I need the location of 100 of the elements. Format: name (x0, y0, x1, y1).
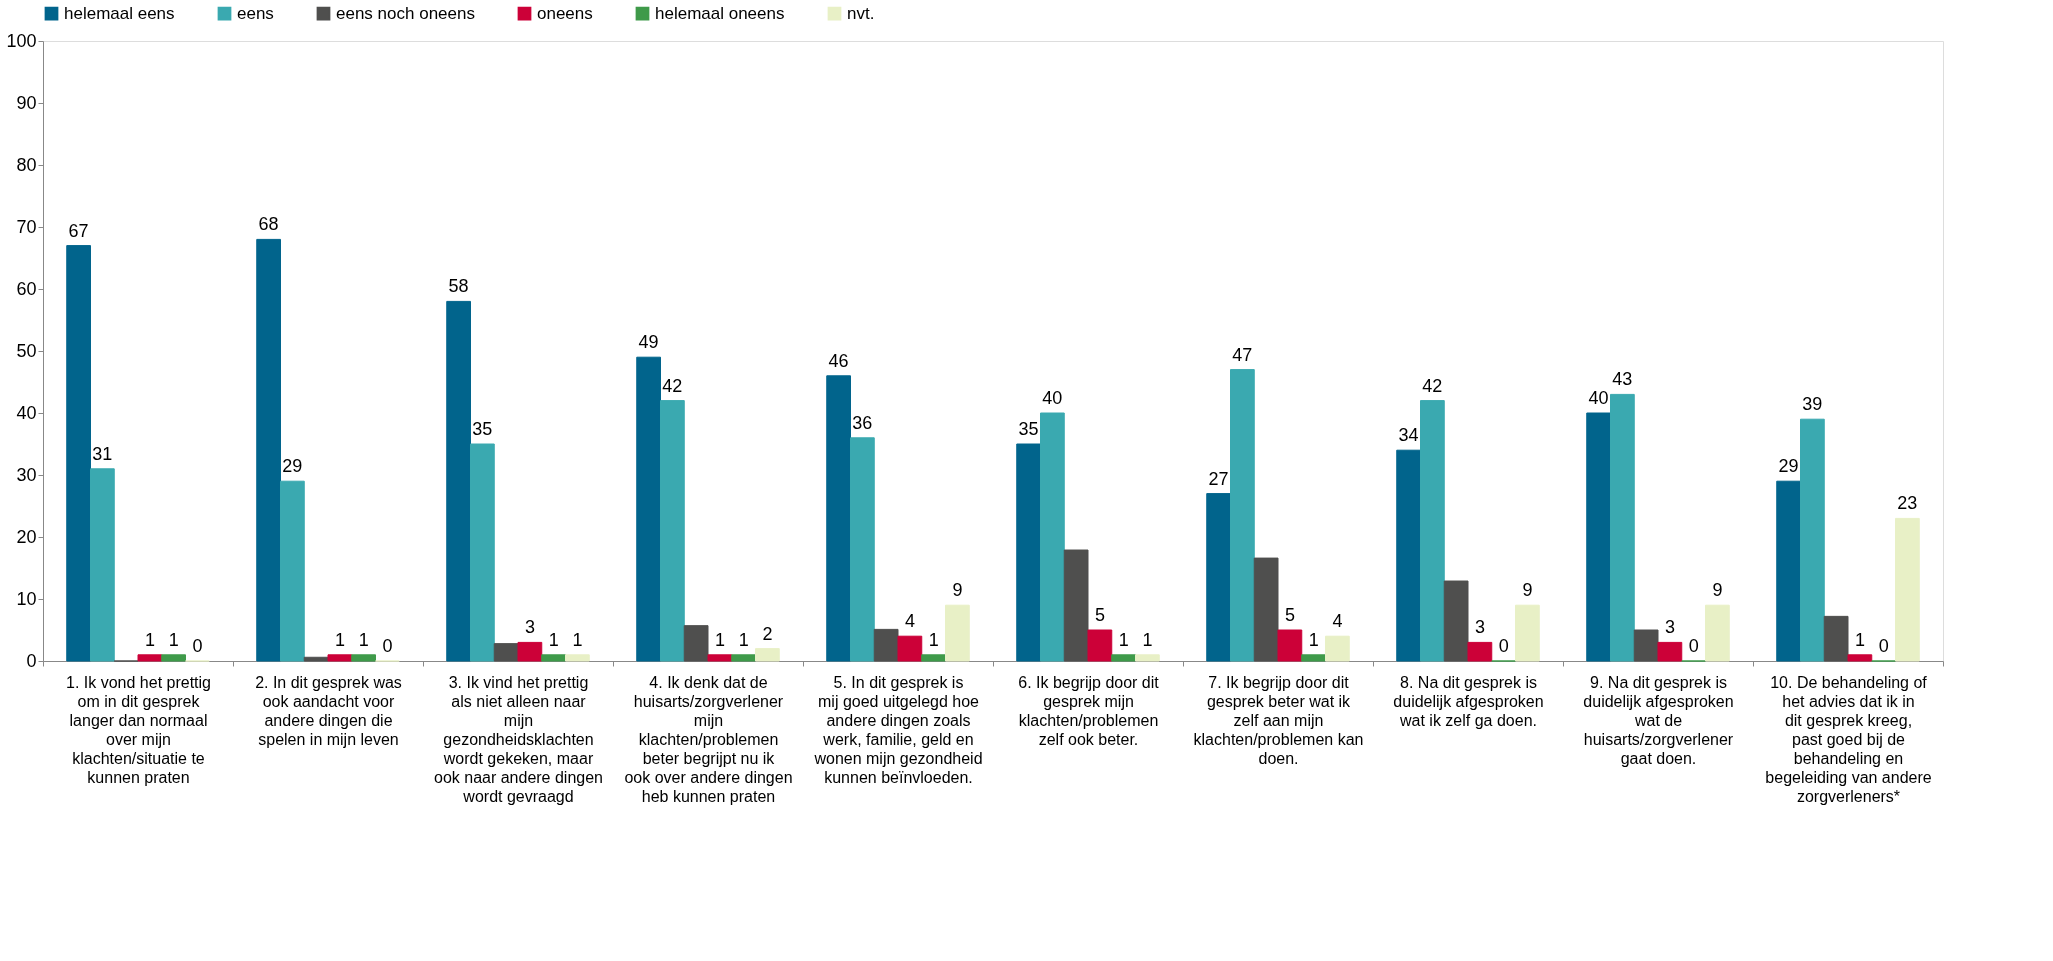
bar (1253, 557, 1279, 662)
data-label: 23 (1897, 493, 1918, 514)
bar (1135, 654, 1160, 662)
bar (1847, 654, 1873, 662)
bar (1301, 654, 1326, 662)
data-label: 1 (168, 629, 179, 650)
data-label: 0 (1688, 636, 1699, 656)
x-tick-label: 4. Ik denk dat de huisarts/zorgverlener mijn klachten/problemen beter begrijpt nu ik ook over andere dingen heb kunnen praten (624, 673, 793, 805)
legend-label: helemaal oneens (655, 3, 785, 23)
bar (470, 443, 495, 662)
data-label: 47 (1232, 344, 1253, 365)
legend-label: eens noch oneens (336, 3, 475, 23)
bar (446, 300, 471, 662)
bar (897, 635, 923, 662)
bar (1277, 629, 1303, 662)
bar (707, 654, 733, 662)
bar (683, 625, 709, 662)
bar (1206, 493, 1231, 662)
y-tick-label: 90 (16, 92, 37, 113)
bar (755, 648, 780, 662)
bar (1087, 629, 1113, 662)
x-tick-label: 5. In dit gesprek is mij goed uitgelegd hoe andere dingen zoals werk, familie, geld en wonen mijn gezondheid kunnen beïnvloeden. (813, 673, 983, 786)
x-tick-label: 1. Ik vond het prettig om in dit gesprek langer dan normaal over mijn klachten/situatie te kunnen praten (66, 673, 211, 786)
data-label: 4 (1332, 611, 1343, 632)
data-label: 1 (928, 629, 939, 650)
data-label: 1 (572, 629, 583, 650)
y-tick-label: 0 (26, 650, 37, 671)
data-label: 1 (144, 629, 155, 650)
data-label: 35 (1018, 419, 1039, 439)
bar (826, 375, 851, 662)
bar (517, 641, 543, 662)
bar (1016, 443, 1041, 662)
legend-label: oneens (537, 3, 593, 23)
bar (1325, 635, 1350, 662)
bar (1800, 418, 1825, 662)
x-tick-label: 3. Ik vind het prettig als niet alleen naar mijn gezondheidsklachten wordt gekeken, maar ook naar andere dingen wordt gevraagd (433, 673, 604, 805)
data-label: 4 (904, 611, 915, 632)
bar (66, 245, 91, 662)
data-label: 43 (1612, 369, 1633, 390)
data-label: 0 (1878, 636, 1889, 656)
data-label: 2 (762, 623, 773, 644)
bar (1657, 641, 1683, 662)
data-label: 3 (524, 617, 535, 638)
data-label: 5 (1094, 605, 1105, 625)
data-label: 40 (1042, 388, 1063, 408)
legend-label: eens (237, 3, 274, 23)
y-tick-label: 30 (16, 464, 37, 485)
bar (90, 468, 115, 662)
bar (1111, 654, 1136, 662)
x-tick-label: 7. Ik begrijp door dit gesprek beter wat ik zelf aan mijn klachten/problemen kan doen. (1193, 673, 1364, 767)
data-label: 68 (258, 214, 279, 235)
y-tick-label: 20 (16, 526, 37, 547)
bar (850, 437, 875, 662)
data-label: 67 (68, 220, 89, 241)
y-tick-label: 10 (16, 588, 37, 609)
x-tick-label: 6. Ik begrijp door dit gesprek mijn klachten/problemen zelf ook beter. (1018, 673, 1160, 748)
data-label: 31 (92, 443, 113, 464)
bar (1633, 629, 1659, 662)
data-label: 27 (1208, 468, 1229, 489)
data-label: 42 (1422, 375, 1443, 396)
x-tick-label: 10. De behandeling of het advies dat ik in dit gesprek kreeg, past goed bij de behandeling en begeleiding van andere zorgverleners* (1765, 673, 1932, 805)
y-tick-label: 100 (6, 30, 37, 51)
bar (351, 654, 376, 662)
legend-label: helemaal eens (64, 3, 175, 23)
data-label: 9 (1522, 580, 1533, 601)
bar (945, 604, 970, 662)
data-label: 46 (828, 350, 849, 371)
data-label: 1 (548, 629, 559, 650)
data-label: 42 (662, 375, 683, 396)
x-tick-label: 9. Na dit gesprek is duidelijk afgesproken wat de huisarts/zorgverlener gaat doen. (1583, 673, 1734, 767)
bar (280, 480, 305, 662)
data-label: 34 (1398, 425, 1419, 446)
bar (1040, 412, 1065, 662)
x-tick-label: 2. In dit gesprek was ook aandacht voor andere dingen die spelen in mijn leven (255, 673, 402, 748)
data-label: 1 (738, 629, 749, 650)
data-label: 39 (1802, 394, 1823, 415)
data-label: 29 (1778, 456, 1799, 477)
data-label: 5 (1284, 605, 1295, 625)
data-label: 9 (1712, 580, 1723, 601)
bar (137, 654, 163, 662)
bar (565, 654, 590, 662)
bar (1776, 480, 1801, 662)
bar (660, 400, 685, 662)
y-tick-label: 40 (16, 402, 37, 423)
bar (256, 238, 281, 662)
bar (921, 654, 946, 662)
data-label: 0 (1498, 636, 1509, 656)
bar (303, 656, 329, 662)
bar (1515, 604, 1540, 662)
bar (1230, 369, 1255, 662)
x-tick-label: 8. Na dit gesprek is duidelijk afgesproken wat ik zelf ga doen. (1393, 673, 1544, 729)
data-label: 1 (334, 629, 345, 650)
bar (493, 643, 519, 662)
bar (1443, 580, 1469, 662)
bar (327, 654, 353, 662)
data-label: 35 (472, 419, 493, 439)
bar (873, 628, 899, 662)
bar (541, 654, 566, 662)
data-label: 1 (714, 629, 725, 650)
y-tick-label: 80 (16, 154, 37, 175)
